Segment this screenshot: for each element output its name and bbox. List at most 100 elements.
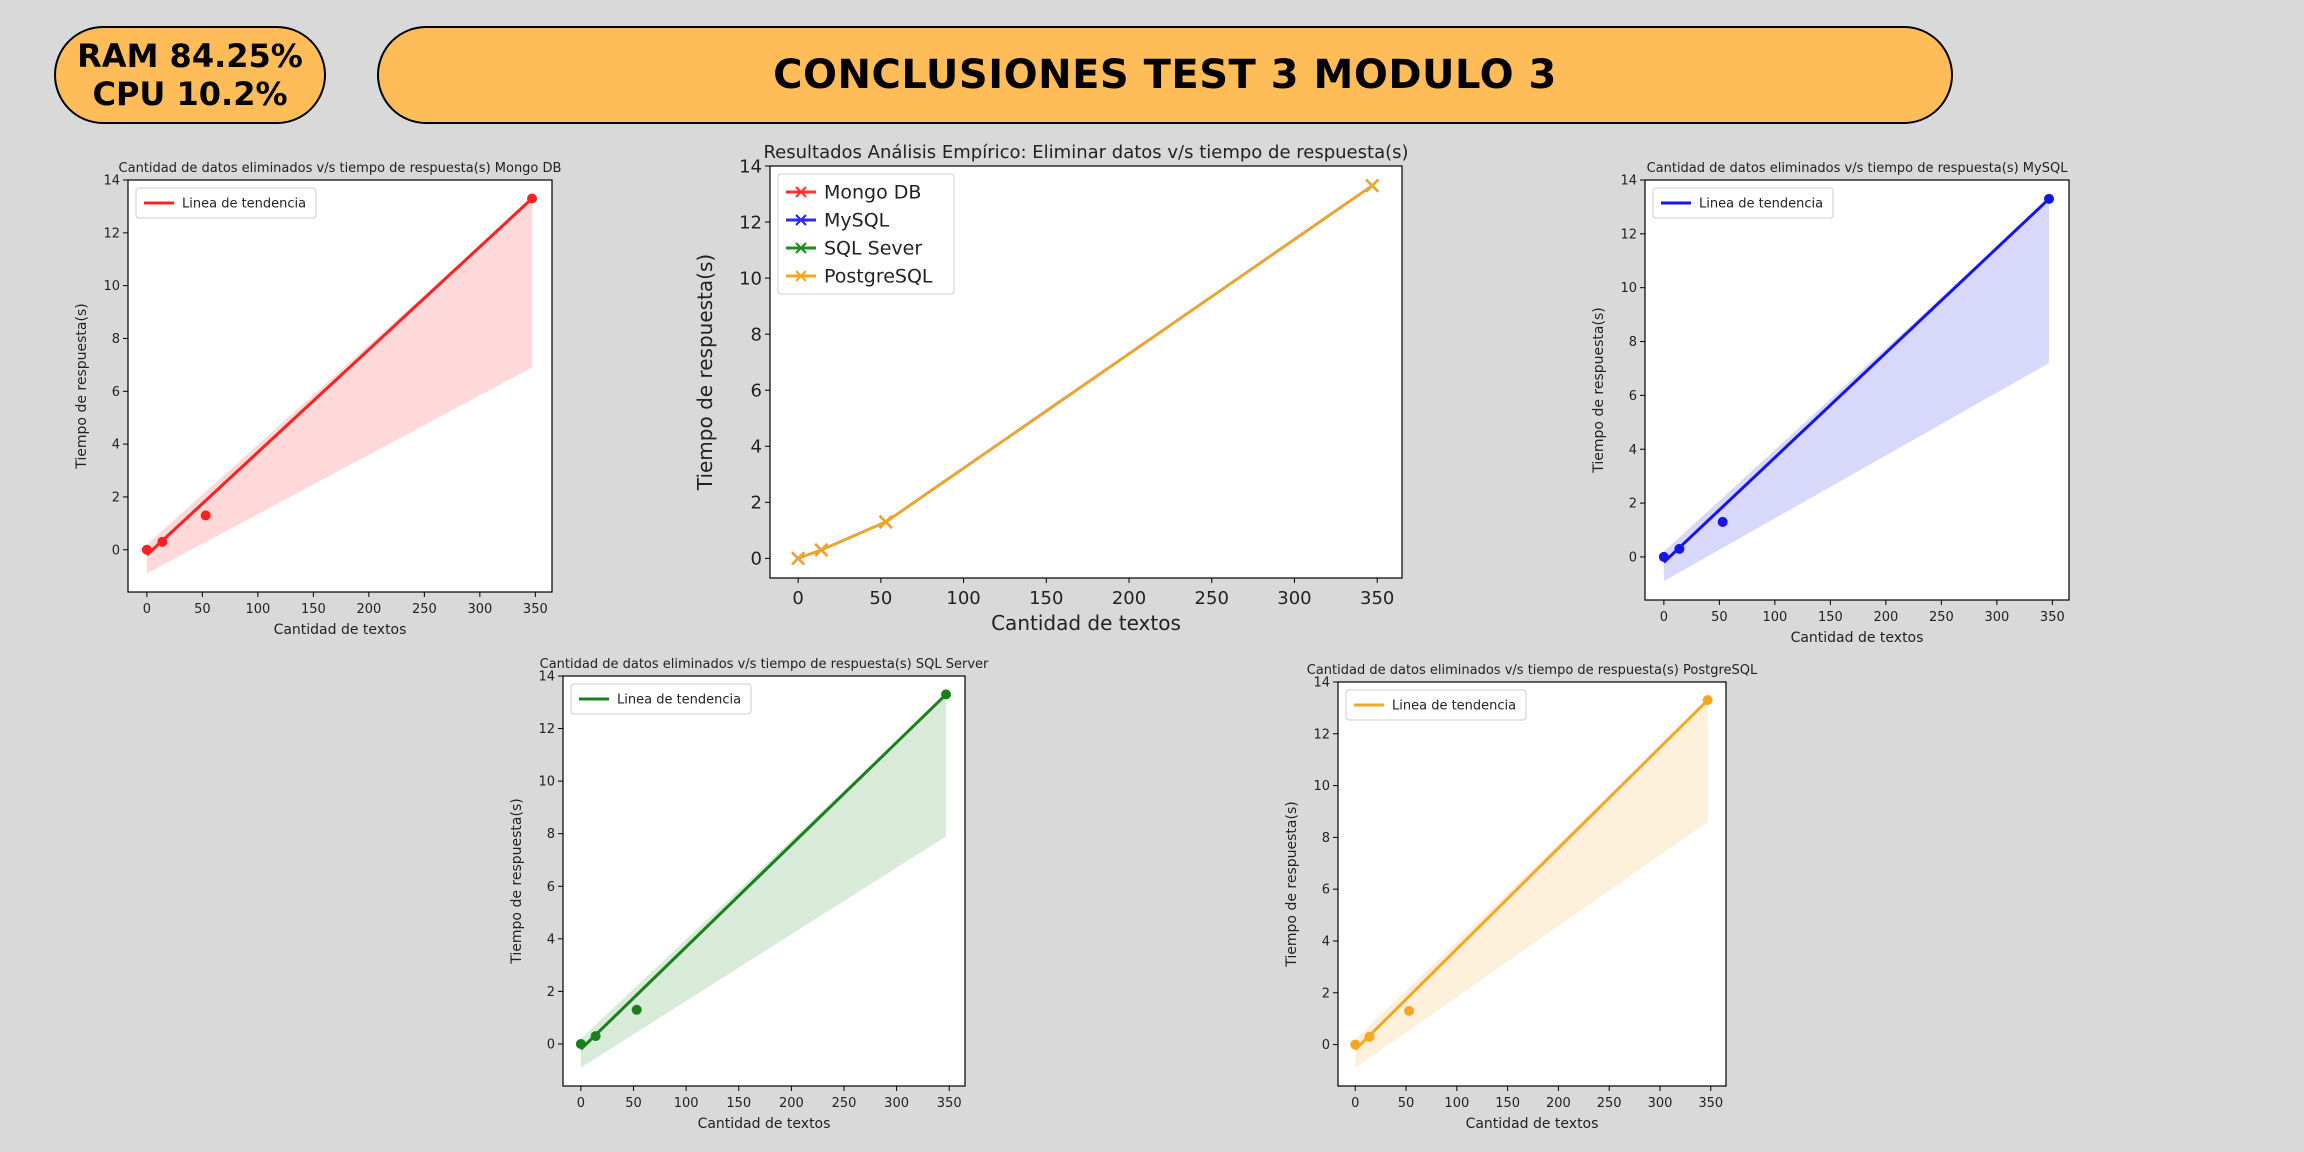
- data-point-2: [1404, 1005, 1415, 1016]
- x-tick-label: 300: [1984, 610, 2009, 625]
- x-tick-label: 150: [1495, 1096, 1520, 1111]
- page-title: CONCLUSIONES TEST 3 MODULO 3: [773, 52, 1557, 98]
- x-tick-label: 150: [301, 602, 326, 617]
- x-tick-label: 0: [143, 602, 151, 617]
- legend-label-1: MySQL: [824, 209, 890, 231]
- x-tick-label: 250: [1929, 610, 1954, 625]
- y-axis-label: Tiempo de respuesta(s): [1591, 307, 1607, 473]
- x-tick-label: 350: [523, 602, 548, 617]
- confidence-band: [1355, 700, 1708, 1068]
- data-point-3-1: [814, 543, 829, 557]
- y-tick-label: 8: [1629, 335, 1637, 350]
- y-tick-label: 10: [538, 775, 555, 790]
- data-point-2: [1717, 516, 1728, 527]
- confidence-band: [1663, 198, 2050, 582]
- y-tick-label: 12: [538, 722, 555, 737]
- plot-area: [128, 180, 552, 592]
- trend-line: [1662, 197, 2051, 564]
- y-tick-label: 2: [751, 493, 762, 514]
- legend-box: [1652, 187, 1834, 219]
- chart-mongo: 0 50 100 150 200 250 300 35002468101214Cantidad…: [74, 161, 561, 638]
- y-tick-label: 8: [751, 324, 762, 345]
- x-tick-label: 200: [356, 602, 381, 617]
- legend-label-2: SQL Sever: [824, 237, 922, 259]
- trend-line: [1354, 699, 1709, 1051]
- legend-box: [1345, 689, 1527, 721]
- chart-combined: 0 50 100 150 200 250 300 350 0 2 4 6 8 10 12 14Resultad…: [693, 142, 1409, 635]
- x-tick-label: 250: [832, 1096, 857, 1111]
- legend-label-0: Mongo DB: [824, 181, 921, 203]
- y-tick-label: 6: [547, 880, 555, 895]
- x-axis-label: Cantidad de textos: [1791, 630, 1924, 646]
- x-tick-label: 0: [577, 1096, 585, 1111]
- x-tick-label: 300: [1277, 588, 1311, 609]
- y-axis-label: Tiempo de respuesta(s): [1284, 801, 1300, 967]
- y-tick-label: 8: [1322, 831, 1330, 846]
- chart-mysql: 0 50 100 150 200 250 300 350 0 2 4 6 8 10 12 14 Cantidad…: [1591, 161, 2070, 646]
- y-tick-label: 12: [739, 212, 762, 233]
- y-axis-label: Tiempo de respuesta(s): [74, 303, 90, 469]
- y-tick-label: 0: [1322, 1038, 1330, 1053]
- y-tick-label: 12: [1620, 227, 1637, 242]
- x-tick-label: 150: [1029, 588, 1063, 609]
- y-tick-label: 8: [112, 332, 120, 347]
- chart-title: Cantidad de datos eliminados v/s tiempo …: [1647, 161, 2069, 176]
- legend-label-3: PostgreSQL: [824, 265, 933, 287]
- page-title-banner: CONCLUSIONES TEST 3 MODULO 3: [377, 26, 1953, 124]
- y-tick-label: 14: [538, 670, 555, 685]
- x-tick-label: 0: [1351, 1096, 1359, 1111]
- y-tick-label: 8: [547, 827, 555, 842]
- x-tick-label: 50: [1711, 610, 1728, 625]
- trend-line: [145, 197, 534, 557]
- confidence-band: [580, 694, 947, 1068]
- stats-badge: RAM 84.25% CPU 10.2%: [54, 26, 326, 124]
- plot-frame: [1337, 681, 1727, 1087]
- x-tick-label: 200: [1112, 588, 1146, 609]
- x-tick-label: 150: [1818, 610, 1843, 625]
- y-tick-label: 4: [1629, 443, 1637, 458]
- data-point-2: [200, 510, 211, 521]
- chart-title: Cantidad de datos eliminados v/s tiempo …: [540, 657, 989, 672]
- y-tick-label: 10: [103, 279, 120, 294]
- data-point-3-3: [1365, 178, 1379, 193]
- x-tick-label: 100: [1444, 1096, 1469, 1111]
- legend-label-0: Linea de tendencia: [1392, 699, 1516, 714]
- x-tick-label: 300: [884, 1096, 909, 1111]
- y-tick-label: 6: [1322, 883, 1330, 898]
- y-axis-label: Tiempo de respuesta(s): [693, 254, 717, 491]
- plot-frame: [769, 165, 1403, 579]
- x-tick-label: 150: [726, 1096, 751, 1111]
- y-tick-label: 4: [112, 438, 120, 453]
- x-tick-label: 250: [1597, 1096, 1622, 1111]
- y-tick-label: 14: [103, 174, 120, 189]
- x-axis-label: Cantidad de textos: [1466, 1116, 1599, 1132]
- chart-title: Cantidad de datos eliminados v/s tiempo …: [1307, 663, 1758, 678]
- legend-marker-3: [795, 270, 807, 282]
- x-tick-label: 100: [674, 1096, 699, 1111]
- y-tick-label: 2: [1322, 986, 1330, 1001]
- y-tick-label: 4: [751, 437, 762, 458]
- y-tick-label: 10: [1620, 281, 1637, 296]
- x-tick-label: 100: [245, 602, 270, 617]
- legend-label-0: Linea de tendencia: [617, 693, 741, 708]
- y-tick-label: 6: [751, 381, 762, 402]
- plot-frame: [1644, 179, 2070, 601]
- y-tick-label: 4: [547, 932, 555, 947]
- x-axis-label: Cantidad de textos: [991, 611, 1181, 635]
- x-tick-label: 350: [1698, 1096, 1723, 1111]
- y-tick-label: 2: [547, 985, 555, 1000]
- y-tick-label: 12: [1313, 727, 1330, 742]
- x-tick-label: 350: [1360, 588, 1394, 609]
- x-tick-label: 300: [1648, 1096, 1673, 1111]
- y-tick-label: 14: [739, 156, 762, 177]
- plot-frame: [127, 179, 553, 593]
- legend-marker-1: [795, 214, 807, 226]
- x-tick-label: 200: [779, 1096, 804, 1111]
- plot-area: [1338, 682, 1726, 1086]
- x-tick-label: 50: [869, 588, 892, 609]
- x-tick-label: 100: [946, 588, 980, 609]
- legend-box: [570, 683, 752, 715]
- x-tick-label: 0: [1660, 610, 1668, 625]
- x-tick-label: 350: [937, 1096, 962, 1111]
- x-tick-label: 350: [2040, 610, 2065, 625]
